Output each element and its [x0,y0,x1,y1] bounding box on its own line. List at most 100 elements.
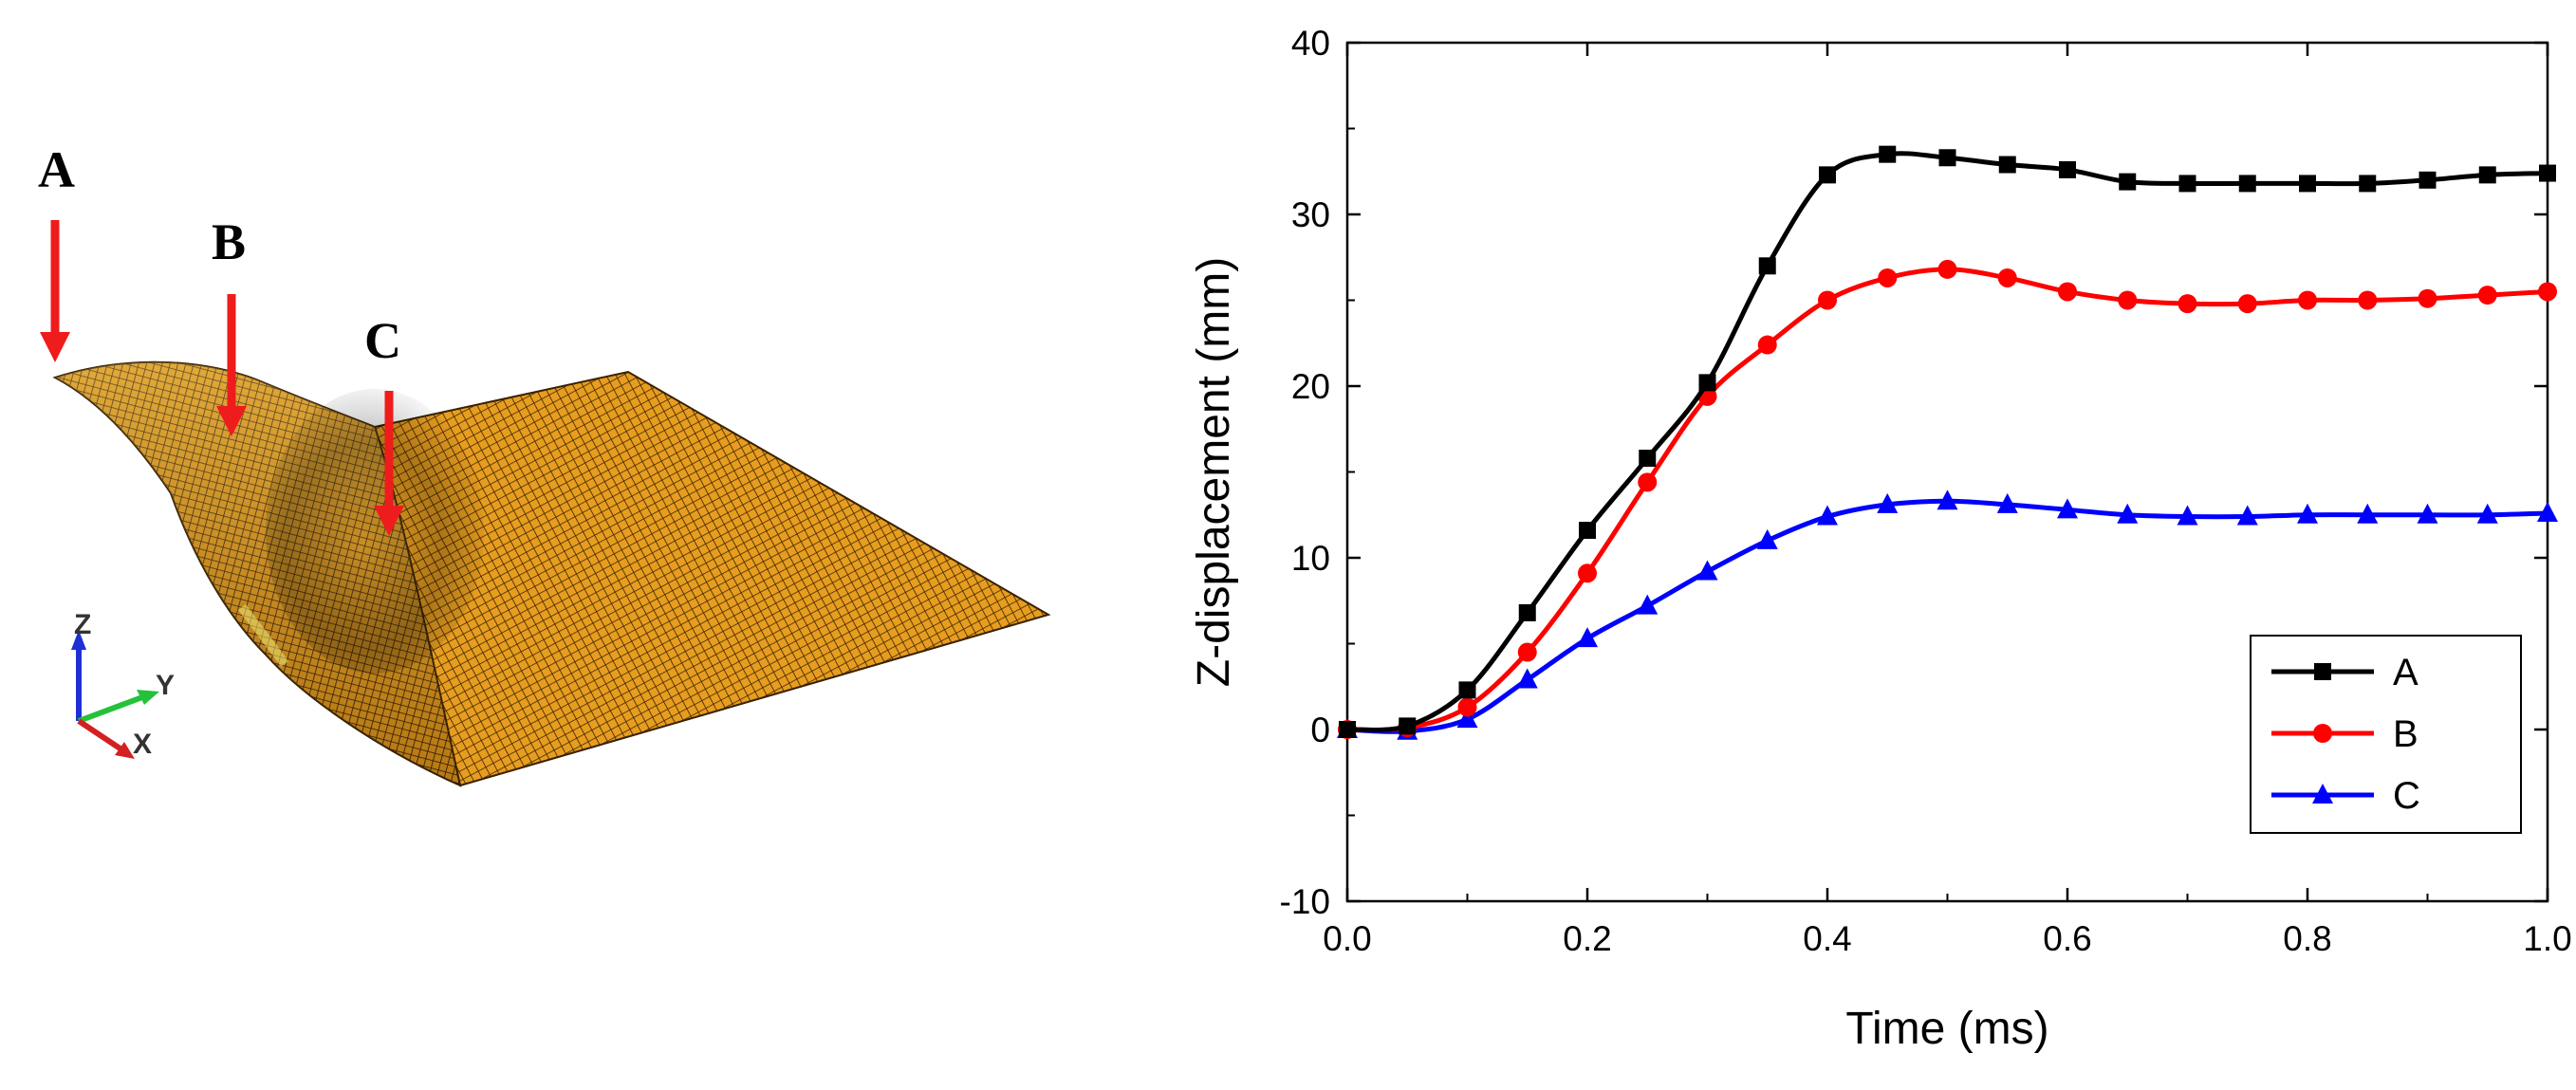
x-tick-label: 0.8 [2283,919,2331,958]
data-point-b [1878,268,1898,287]
data-point-c [1817,505,1838,526]
label-point-c: C [364,312,401,369]
data-point-b [2237,294,2257,314]
data-point-b [1937,259,1957,279]
legend: ABC [2250,635,2522,834]
data-point-b [1578,563,1597,583]
series-layer [1337,145,2558,740]
x-tick-label: 1.0 [2523,919,2571,958]
data-point-a [1639,450,1657,468]
y-axis-title: Z-displacement (mm) [1189,257,1239,687]
data-point-b [1818,290,1837,310]
data-point-b [2178,294,2197,314]
data-point-a [2178,175,2196,193]
mesh-illustration: A B C Z Y X [38,141,1051,787]
x-axis: 0.0 0.2 0.4 0.6 0.8 1.0 [1323,43,2572,958]
data-point-b [2538,282,2557,302]
data-point-b [1757,335,1777,355]
x-tick-label: 0.6 [2043,919,2091,958]
data-point-a [2059,160,2076,178]
data-point-b [2358,290,2378,310]
y-tick-label: 40 [1291,24,1330,63]
triad-y-label: Y [156,670,175,701]
data-point-c [2177,505,2198,526]
data-point-a [2359,175,2377,193]
data-point-a [1819,166,1836,184]
x-axis-title: Time (ms) [1845,1004,2048,1054]
data-point-c [1937,490,1958,510]
x-tick-label: 0.4 [1803,919,1851,958]
data-point-c [2117,503,2139,524]
arrow-point-b [216,294,247,436]
data-point-b [2118,290,2138,310]
data-point-c [1996,492,2018,513]
data-point-b [2418,288,2437,308]
series-a [1339,145,2556,738]
data-point-b [1457,697,1477,717]
series-b [1338,259,2557,739]
data-point-c [2297,503,2318,524]
y-tick-label: 30 [1291,195,1330,234]
y-tick-label: 0 [1310,711,1330,749]
data-point-a [2119,173,2137,191]
data-point-c [2057,498,2078,519]
legend-label: B [2393,713,2418,755]
data-point-a [1458,681,1476,699]
data-point-b [2477,286,2497,305]
label-point-a: A [38,141,75,198]
data-point-b [1997,268,2017,287]
data-point-c [2476,503,2498,524]
data-point-c [2236,505,2258,526]
legend-entry-a: A [2271,652,2418,693]
data-point-b [1638,472,1658,492]
label-point-b: B [212,213,246,270]
triad-z-label: Z [74,609,91,640]
legend-label: C [2393,775,2420,817]
data-point-a [1879,145,1897,163]
triad-x-label: X [133,729,152,760]
series-c [1337,490,2558,740]
y-tick-label: -10 [1280,882,1330,921]
data-point-a [1938,149,1956,167]
x-tick-label: 0.0 [1323,919,1371,958]
arrow-point-a [40,220,70,362]
axes-triad: Z Y X [71,609,175,760]
data-point-c [1756,528,1778,549]
data-point-a [1998,156,2016,174]
data-point-a [1758,257,1776,275]
data-point-a [2299,175,2316,193]
legend-marker [2312,784,2333,804]
data-point-b [2058,282,2077,302]
data-point-a [2478,166,2496,184]
data-point-c [1637,594,1659,615]
data-point-a [1579,522,1596,540]
data-point-a [1399,717,1417,735]
legend-entry-b: B [2271,713,2418,755]
data-point-a [1698,374,1716,392]
displacement-chart: 0.0 0.2 0.4 0.6 0.8 1.0 -10 0 10 20 30 40 Time (ms… [1189,24,2572,1054]
legend-entry-c: C [2271,775,2420,817]
data-point-b [1517,642,1537,662]
x-tick-label: 0.2 [1563,919,1611,958]
y-axis: -10 0 10 20 30 40 [1280,24,2548,921]
data-point-c [2357,503,2379,524]
data-point-b [2298,290,2317,310]
y-tick-label: 20 [1291,367,1330,406]
data-point-a [1518,603,1536,621]
data-point-c [1577,627,1598,648]
chart-panel: 0.0 0.2 0.4 0.6 0.8 1.0 -10 0 10 20 30 40 Time (ms… [1091,0,2576,1085]
data-point-a [2418,171,2437,189]
legend-marker [2314,663,2331,680]
legend-label: A [2393,652,2418,693]
data-point-a [2238,175,2256,193]
arrow-point-c [374,391,404,536]
data-point-c [1516,668,1538,689]
series-line-c [1346,498,2548,734]
data-point-c [2537,501,2558,522]
y-tick-label: 10 [1291,539,1330,578]
data-point-a [1339,721,1356,738]
legend-marker [2313,724,2332,743]
data-point-c [1696,560,1718,581]
mesh-panel: A B C Z Y X [0,0,1091,1085]
